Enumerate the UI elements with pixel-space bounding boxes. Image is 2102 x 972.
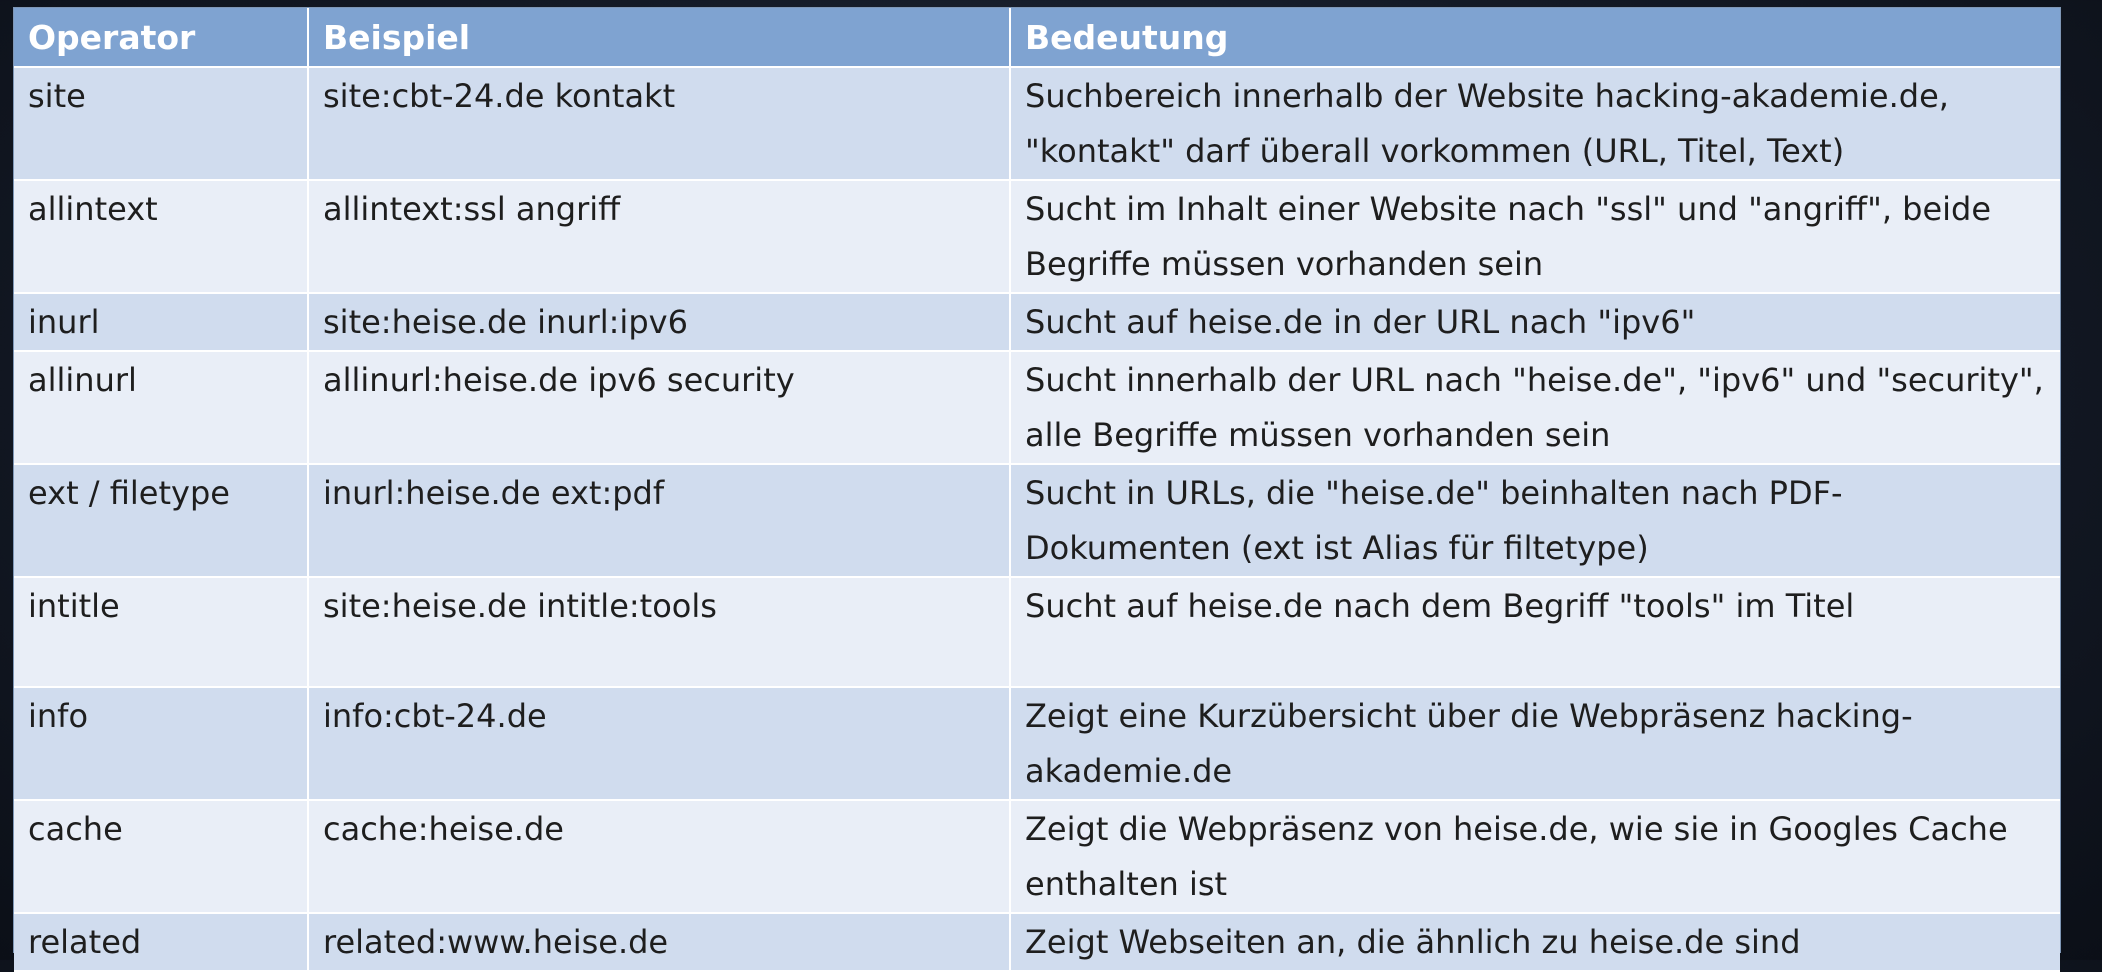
cell-operator: allintext: [14, 180, 309, 294]
table-row: ext / filetype inurl:heise.de ext:pdf Su…: [14, 464, 2060, 578]
cell-example: site:heise.de inurl:ipv6: [308, 293, 1011, 352]
cell-example: cache:heise.de: [308, 800, 1011, 914]
cell-meaning: Suchbereich innerhalb der Website hackin…: [1010, 67, 2060, 181]
cell-operator: cache: [14, 800, 309, 914]
cell-example: site:cbt-24.de kontakt: [308, 67, 1011, 181]
cell-meaning: Sucht innerhalb der URL nach "heise.de",…: [1010, 351, 2060, 465]
table-row: inurl site:heise.de inurl:ipv6 Sucht auf…: [14, 293, 2060, 352]
cell-meaning: Sucht auf heise.de nach dem Begriff "too…: [1010, 577, 2060, 688]
cell-meaning: Zeigt Webseiten an, die ähnlich zu heise…: [1010, 913, 2060, 972]
operator-table: Operator Beispiel Bedeutung site site:cb…: [14, 8, 2060, 972]
cell-meaning: Sucht auf heise.de in der URL nach "ipv6…: [1010, 293, 2060, 352]
cell-example: allinurl:heise.de ipv6 security: [308, 351, 1011, 465]
table-row: info info:cbt-24.de Zeigt eine Kurzübers…: [14, 687, 2060, 801]
header-meaning: Bedeutung: [1010, 8, 2060, 68]
table-row: related related:www.heise.de Zeigt Webse…: [14, 913, 2060, 972]
cell-operator: related: [14, 913, 309, 972]
header-example: Beispiel: [308, 8, 1011, 68]
cell-meaning: Zeigt eine Kurzübersicht über die Webprä…: [1010, 687, 2060, 801]
table-header-row: Operator Beispiel Bedeutung: [14, 8, 2060, 68]
cell-operator: intitle: [14, 577, 309, 688]
slide-frame: Operator Beispiel Bedeutung site site:cb…: [13, 7, 2061, 972]
table-row: cache cache:heise.de Zeigt die Webpräsen…: [14, 800, 2060, 914]
cell-operator: info: [14, 687, 309, 801]
cell-meaning: Sucht im Inhalt einer Website nach "ssl"…: [1010, 180, 2060, 294]
cell-operator: allinurl: [14, 351, 309, 465]
cell-meaning: Zeigt die Webpräsenz von heise.de, wie s…: [1010, 800, 2060, 914]
cell-operator: ext / filetype: [14, 464, 309, 578]
cell-meaning: Sucht in URLs, die "heise.de" beinhalten…: [1010, 464, 2060, 578]
cell-example: site:heise.de intitle:tools: [308, 577, 1011, 688]
cell-example: info:cbt-24.de: [308, 687, 1011, 801]
cell-operator: inurl: [14, 293, 309, 352]
cell-operator: site: [14, 67, 309, 181]
cell-example: related:www.heise.de: [308, 913, 1011, 972]
table-row: allintext allintext:ssl angriff Sucht im…: [14, 180, 2060, 294]
header-operator: Operator: [14, 8, 309, 68]
cell-example: allintext:ssl angriff: [308, 180, 1011, 294]
table-row: intitle site:heise.de intitle:tools Such…: [14, 577, 2060, 688]
cell-example: inurl:heise.de ext:pdf: [308, 464, 1011, 578]
table-row: allinurl allinurl:heise.de ipv6 security…: [14, 351, 2060, 465]
table-row: site site:cbt-24.de kontakt Suchbereich …: [14, 67, 2060, 181]
